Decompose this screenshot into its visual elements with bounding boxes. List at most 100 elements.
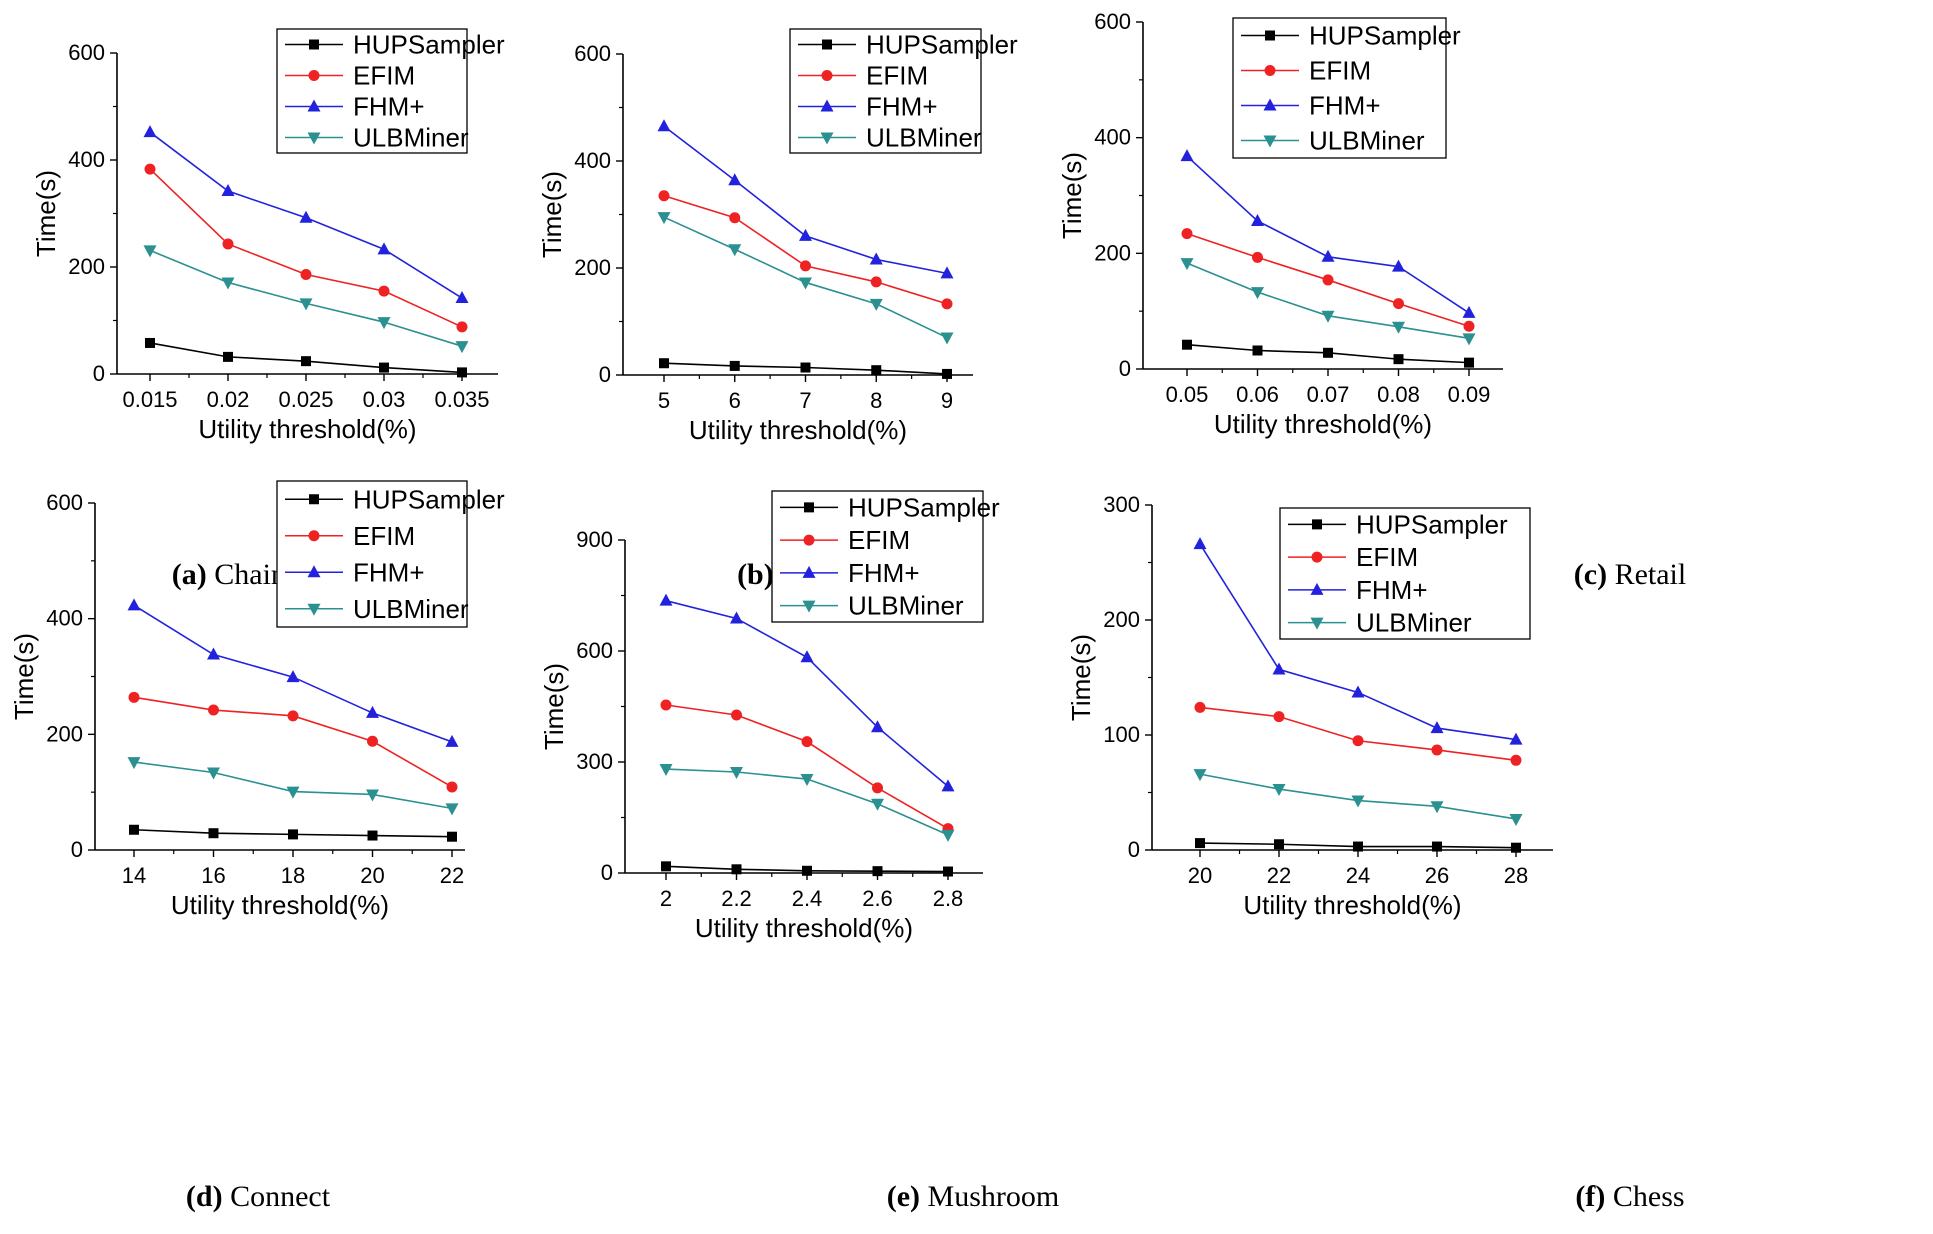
data-point <box>940 266 954 279</box>
panel-caption-name: Mushroom <box>920 1180 1059 1213</box>
y-tick-label: 300 <box>576 749 613 774</box>
data-point <box>1352 735 1364 747</box>
series-line-efim <box>665 704 949 830</box>
legend-box <box>276 480 468 628</box>
legend-marker <box>804 502 814 513</box>
y-axis-title: Time(s) <box>31 170 61 257</box>
x-tick-label: 28 <box>1504 863 1528 888</box>
legend-marker <box>307 99 321 112</box>
y-tick-label: 100 <box>1103 722 1140 747</box>
x-tick-label: 0.03 <box>363 387 406 412</box>
legend-label: ULBMiner <box>1356 608 1472 638</box>
panel-caption: (e) Mushroom <box>887 1180 1059 1213</box>
data-point <box>143 125 157 138</box>
x-tick-label: 0.06 <box>1236 382 1279 407</box>
x-axis-title: Utility threshold(%) <box>1214 409 1432 439</box>
legend-marker <box>307 603 321 616</box>
legend-label: FHM+ <box>866 92 938 122</box>
data-point <box>659 593 673 606</box>
data-point <box>658 190 670 202</box>
data-point <box>377 242 391 255</box>
data-point <box>207 767 220 780</box>
data-point <box>223 351 233 362</box>
panel-caption-name: Chess <box>1605 1180 1684 1213</box>
data-point <box>799 277 812 290</box>
data-point <box>1274 839 1284 850</box>
y-axis-title: Time(s) <box>1057 152 1087 239</box>
legend-label: HUPSampler <box>866 30 1018 60</box>
y-tick-label: 400 <box>574 148 611 173</box>
legend-label: ULBMiner <box>848 591 964 621</box>
legend-label: EFIM <box>848 525 910 555</box>
y-tick-label: 0 <box>71 837 83 862</box>
y-tick-label: 400 <box>46 606 83 631</box>
data-point <box>870 276 882 288</box>
legend-marker <box>820 99 834 112</box>
x-tick-label: 0.015 <box>122 387 177 412</box>
x-tick-label: 2.8 <box>933 886 964 911</box>
data-point <box>941 298 953 310</box>
data-point <box>1251 213 1264 226</box>
x-tick-label: 20 <box>360 863 384 888</box>
data-point <box>208 828 219 839</box>
x-tick-label: 5 <box>658 388 670 413</box>
data-point <box>1430 721 1444 734</box>
legend-marker <box>1312 519 1322 530</box>
data-point <box>1195 838 1205 849</box>
legend-label: FHM+ <box>1309 91 1381 121</box>
x-tick-label: 7 <box>799 388 811 413</box>
x-tick-label: 2.4 <box>792 886 823 911</box>
x-tick-label: 2.6 <box>862 886 893 911</box>
data-point <box>657 212 671 225</box>
legend-label: ULBMiner <box>353 123 469 153</box>
data-point <box>286 670 300 683</box>
legend-marker <box>307 565 321 578</box>
legend-label: ULBMiner <box>866 123 982 153</box>
y-axis-title: Time(s) <box>539 663 569 750</box>
series-line-fhm-plus <box>665 599 949 788</box>
data-point <box>728 173 742 186</box>
legend-marker <box>309 494 319 505</box>
data-point <box>455 291 469 304</box>
x-tick-label: 2.2 <box>721 886 752 911</box>
data-point <box>729 360 740 371</box>
data-point <box>145 337 155 348</box>
x-tick-label: 0.07 <box>1307 382 1350 407</box>
data-point <box>801 736 813 748</box>
x-tick-label: 8 <box>870 388 882 413</box>
data-point <box>445 803 459 816</box>
legend-label: ULBMiner <box>353 594 469 624</box>
y-tick-label: 200 <box>574 255 611 280</box>
y-tick-label: 400 <box>1094 125 1131 150</box>
data-point <box>1193 769 1207 782</box>
data-point <box>660 699 672 711</box>
data-point <box>222 238 234 250</box>
data-point <box>1464 357 1474 368</box>
data-point <box>657 119 671 132</box>
series-line-ulbminer <box>149 249 463 347</box>
x-tick-label: 2 <box>660 886 672 911</box>
data-point <box>208 704 219 716</box>
panel-caption-letter: (f) <box>1575 1180 1605 1213</box>
data-point <box>1272 662 1286 675</box>
data-point <box>129 824 139 835</box>
y-axis-title: Time(s) <box>537 171 567 258</box>
data-point <box>940 332 954 345</box>
legend-marker <box>309 39 319 50</box>
data-point <box>377 317 391 330</box>
data-point <box>1393 354 1404 365</box>
legend-marker <box>802 565 816 578</box>
data-point <box>1351 685 1365 698</box>
y-tick-label: 600 <box>68 40 105 65</box>
data-point <box>1510 754 1522 766</box>
x-tick-label: 0.08 <box>1377 382 1420 407</box>
series-line-ulbminer <box>133 761 453 810</box>
data-point <box>287 710 299 722</box>
data-point <box>731 709 742 721</box>
x-tick-label: 18 <box>281 863 305 888</box>
x-tick-label: 6 <box>729 388 741 413</box>
data-point <box>869 252 883 265</box>
x-axis-title: Utility threshold(%) <box>689 415 907 445</box>
legend-marker <box>822 39 832 50</box>
y-tick-label: 600 <box>576 638 613 663</box>
